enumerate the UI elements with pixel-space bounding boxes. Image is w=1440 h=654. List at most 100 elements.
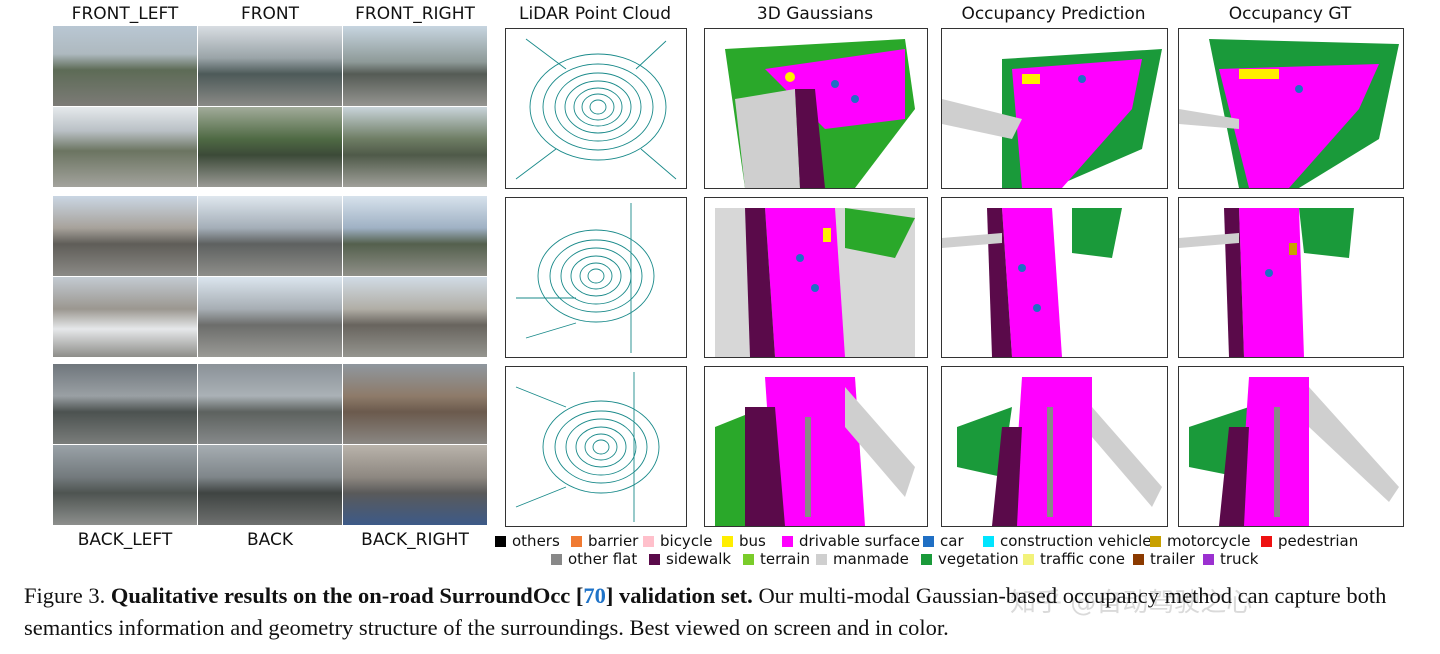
label-lidar: LiDAR Point Cloud (518, 4, 671, 24)
legend: others barrier bicycle bus drivable surface c… (495, 532, 1395, 572)
occ-pred-panel-row-2 (941, 197, 1168, 358)
camera-image (343, 277, 487, 357)
legend-swatch (1023, 553, 1034, 565)
camera-image (53, 445, 197, 525)
camera-image (343, 364, 487, 444)
legend-item: vegetation (921, 550, 1019, 568)
lidar-panel-row-1 (505, 28, 687, 189)
legend-swatch (1203, 553, 1214, 565)
legend-label: vegetation (938, 550, 1019, 568)
occ-gt-panel-row-3 (1178, 366, 1404, 527)
lidar-panel-row-2 (505, 197, 687, 358)
legend-swatch (571, 535, 582, 547)
occ-pred-panel-row-1 (941, 28, 1168, 189)
camera-image (53, 196, 197, 276)
legend-label: drivable surface (799, 532, 921, 550)
legend-label: bicycle (660, 532, 713, 550)
legend-item: traffic cone (1023, 550, 1125, 568)
legend-label: trailer (1150, 550, 1195, 568)
caption-bold-part2: ] validation set. (605, 583, 753, 608)
caption-bold-title: Qualitative results on the on-road Surro… (111, 583, 753, 608)
legend-label: sidewalk (666, 550, 732, 568)
legend-label: others (512, 532, 560, 550)
legend-swatch (921, 553, 932, 565)
camera-image (53, 26, 197, 106)
legend-label: bus (739, 532, 766, 550)
legend-label: other flat (568, 550, 638, 568)
legend-item: others (495, 532, 560, 550)
legend-swatch (1150, 535, 1161, 547)
label-occ-gt: Occupancy GT (1228, 4, 1352, 24)
legend-item: motorcycle (1150, 532, 1250, 550)
legend-item: bus (722, 532, 766, 550)
camera-grid-row-1 (53, 26, 489, 188)
label-front-left: FRONT_LEFT (71, 4, 179, 24)
legend-item: manmade (816, 550, 909, 568)
legend-swatch (816, 553, 827, 565)
legend-swatch (722, 535, 733, 547)
label-occ-pred: Occupancy Prediction (961, 4, 1146, 24)
camera-image (53, 364, 197, 444)
label-front-right: FRONT_RIGHT (355, 4, 475, 24)
camera-grid-row-2 (53, 196, 489, 358)
occ-pred-panel-row-3 (941, 366, 1168, 527)
legend-label: manmade (833, 550, 909, 568)
legend-item: barrier (571, 532, 638, 550)
legend-swatch (983, 535, 994, 547)
lidar-panel-row-3 (505, 366, 687, 527)
camera-image (198, 107, 342, 187)
legend-item: truck (1203, 550, 1259, 568)
camera-image (198, 26, 342, 106)
occ-gt-panel-row-2 (1178, 197, 1404, 358)
legend-label: traffic cone (1040, 550, 1125, 568)
legend-item: construction vehicle (983, 532, 1151, 550)
camera-image (198, 445, 342, 525)
legend-swatch (923, 535, 934, 547)
label-back-left: BACK_LEFT (77, 530, 173, 550)
camera-image (53, 277, 197, 357)
legend-label: motorcycle (1167, 532, 1251, 550)
legend-item: sidewalk (649, 550, 731, 568)
legend-label: construction vehicle (1000, 532, 1152, 550)
camera-image (343, 196, 487, 276)
gaussians-panel-row-3 (704, 366, 928, 527)
camera-image (343, 445, 487, 525)
camera-image (198, 364, 342, 444)
legend-item: drivable surface (782, 532, 920, 550)
camera-grid-row-3 (53, 364, 489, 526)
legend-swatch (649, 553, 660, 565)
caption-figure-label: Figure 3. (24, 583, 106, 608)
gaussians-panel-row-2 (704, 197, 928, 358)
legend-item: trailer (1133, 550, 1195, 568)
legend-swatch (643, 535, 654, 547)
legend-item: car (923, 532, 964, 550)
legend-item: other flat (551, 550, 637, 568)
figure-caption: Figure 3. Qualitative results on the on-… (24, 580, 1424, 644)
camera-image (343, 107, 487, 187)
legend-label: terrain (760, 550, 811, 568)
camera-image (198, 196, 342, 276)
legend-swatch (1261, 535, 1272, 547)
legend-swatch (495, 535, 506, 547)
watermark: 知乎 @自动驾驶之心 (1010, 588, 1253, 618)
camera-image (343, 26, 487, 106)
legend-label: car (940, 532, 964, 550)
label-back-right: BACK_RIGHT (361, 530, 469, 550)
legend-label: truck (1220, 550, 1259, 568)
caption-ref-link[interactable]: 70 (583, 583, 606, 608)
occ-gt-panel-row-1 (1178, 28, 1404, 189)
label-back: BACK (246, 530, 293, 550)
camera-image (53, 107, 197, 187)
legend-label: pedestrian (1278, 532, 1359, 550)
camera-image (198, 277, 342, 357)
legend-item: pedestrian (1261, 532, 1358, 550)
label-gaussians: 3D Gaussians (756, 4, 874, 24)
legend-swatch (1133, 553, 1144, 565)
gaussians-panel-row-1 (704, 28, 928, 189)
legend-label: barrier (588, 532, 639, 550)
legend-swatch (551, 553, 562, 565)
label-front: FRONT (240, 4, 300, 24)
legend-item: bicycle (643, 532, 712, 550)
legend-swatch (782, 535, 793, 547)
caption-body: Our multi-modal Gaussian-based occupancy… (24, 583, 1387, 640)
